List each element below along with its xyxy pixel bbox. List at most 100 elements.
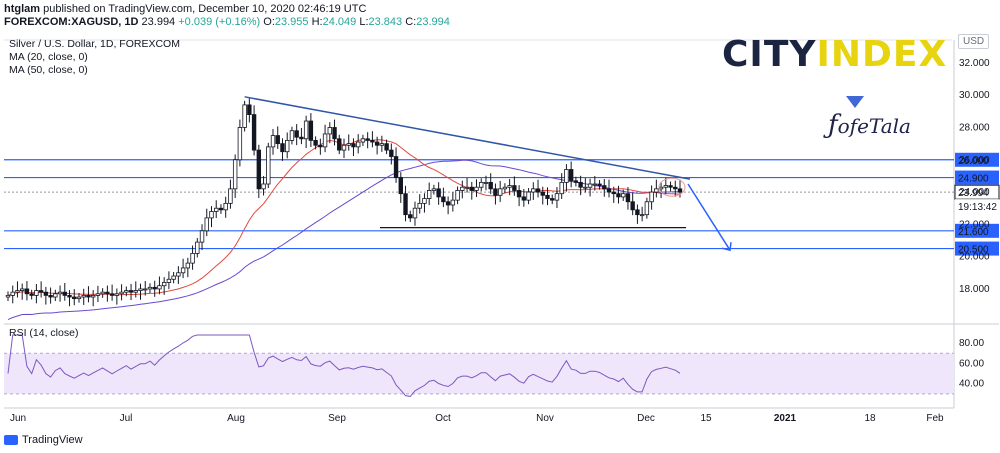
candle-down bbox=[308, 120, 314, 141]
open-label: O: bbox=[263, 16, 275, 28]
countdown-text: 19:13:42 bbox=[958, 202, 997, 213]
candle-down bbox=[337, 138, 342, 151]
candle-up bbox=[639, 214, 645, 217]
time-tick-label: Sep bbox=[328, 413, 346, 424]
candle-down bbox=[606, 188, 612, 193]
candle-up bbox=[554, 193, 560, 201]
horizontal-levels: 26.000 24.900 21.600 20.500 23.994 19:13:42 bbox=[4, 152, 1000, 256]
quote-line: FOREXCOM:XAGUSD, 1D 23.994 +0.039 (+0.16… bbox=[4, 15, 450, 29]
time-tick-label: Nov bbox=[536, 413, 554, 424]
candle-up bbox=[621, 193, 626, 198]
candle-down bbox=[275, 135, 280, 145]
candle-down bbox=[72, 296, 77, 300]
open-value: 23.955 bbox=[274, 16, 309, 28]
candle-up bbox=[76, 296, 82, 300]
low-value: 23.843 bbox=[368, 16, 403, 28]
symbol-label: FOREXCOM:XAGUSD, 1D bbox=[4, 16, 139, 28]
candle-up bbox=[228, 188, 233, 204]
candle-up bbox=[242, 104, 247, 128]
candle-down bbox=[677, 188, 683, 193]
candle-down bbox=[398, 177, 403, 195]
candle-up bbox=[531, 188, 536, 193]
candle-up bbox=[34, 290, 39, 296]
time-tick-label: Oct bbox=[435, 413, 451, 424]
ma20-path bbox=[7, 139, 681, 296]
candle-down bbox=[384, 143, 389, 151]
price-tick-label: 32.000 bbox=[959, 58, 990, 69]
candle-down bbox=[625, 193, 631, 203]
price-tick-label: 22.000 bbox=[959, 219, 990, 230]
candle-down bbox=[218, 207, 224, 211]
candle-up bbox=[19, 288, 25, 291]
rsi-tick-label: 60.00 bbox=[959, 358, 984, 369]
close-label: C: bbox=[405, 16, 417, 28]
countdown-tag bbox=[955, 199, 999, 214]
high-value: 24.049 bbox=[322, 16, 357, 28]
candle-up bbox=[426, 190, 432, 199]
candle-up bbox=[10, 291, 15, 296]
candle-down bbox=[597, 183, 602, 187]
candle-down bbox=[512, 185, 517, 191]
candle-up bbox=[53, 293, 58, 298]
level-tag-text: 26.000 bbox=[958, 156, 989, 167]
candle-up bbox=[147, 286, 153, 290]
candle-down bbox=[635, 209, 640, 216]
candle-down bbox=[294, 130, 299, 138]
candle-up bbox=[90, 294, 96, 298]
projection-arrow bbox=[687, 183, 731, 251]
candle-down bbox=[573, 180, 579, 183]
time-tick-label: Aug bbox=[227, 413, 245, 424]
candle-up bbox=[114, 293, 120, 296]
candle-down bbox=[299, 136, 304, 140]
candle-up bbox=[658, 186, 664, 190]
candle-down bbox=[389, 149, 394, 157]
candle-down bbox=[86, 294, 91, 298]
candle-up bbox=[124, 290, 129, 293]
author-name[interactable]: htglam bbox=[4, 3, 41, 15]
candle-up bbox=[171, 275, 176, 280]
candle-down bbox=[109, 293, 115, 296]
candle-up bbox=[266, 146, 271, 185]
candle-down bbox=[365, 138, 370, 141]
candle-down bbox=[105, 291, 110, 295]
price-tick-label: 28.000 bbox=[959, 122, 990, 133]
candle-down bbox=[441, 196, 446, 203]
level-tag bbox=[955, 152, 999, 167]
diamond-icon bbox=[846, 96, 864, 108]
legend-ma20[interactable]: MA (20, close, 0) bbox=[9, 51, 88, 63]
time-tick-label: 2021 bbox=[774, 413, 797, 424]
candle-up bbox=[479, 181, 484, 188]
annotations bbox=[244, 96, 732, 252]
candle-down bbox=[332, 127, 337, 140]
candle-down bbox=[251, 114, 257, 151]
rsi-legend[interactable]: RSI (14, close) bbox=[9, 327, 79, 339]
price-tick-label: 24.000 bbox=[959, 187, 990, 198]
time-tick-label: 15 bbox=[700, 413, 712, 424]
candle-down bbox=[673, 186, 678, 190]
candle-up bbox=[289, 130, 295, 141]
level-tag bbox=[955, 170, 999, 185]
time-tick-label: Jul bbox=[120, 413, 133, 424]
candle-up bbox=[180, 267, 186, 274]
candle-down bbox=[436, 188, 441, 198]
candle-up bbox=[412, 207, 418, 219]
candle-up bbox=[57, 291, 63, 295]
time-tick-label: 18 bbox=[864, 413, 876, 424]
legend-ma50[interactable]: MA (50, close, 0) bbox=[9, 64, 88, 76]
candle-up bbox=[497, 188, 503, 196]
candle-up bbox=[502, 186, 508, 190]
legend-title: Silver / U.S. Dollar, 1D, FOREXCOM bbox=[9, 38, 180, 50]
candle-up bbox=[209, 211, 214, 219]
candle-down bbox=[516, 190, 522, 198]
candle-up bbox=[526, 191, 531, 201]
candle-down bbox=[550, 198, 555, 201]
candle-up bbox=[285, 140, 290, 153]
candle-down bbox=[668, 185, 673, 188]
footer-brand[interactable]: TradingView bbox=[22, 434, 83, 446]
rsi-line bbox=[7, 334, 681, 397]
candle-down bbox=[48, 294, 53, 298]
footer: TradingView bbox=[4, 434, 83, 446]
currency-badge[interactable]: USD bbox=[958, 34, 990, 49]
candle-up bbox=[583, 186, 588, 189]
